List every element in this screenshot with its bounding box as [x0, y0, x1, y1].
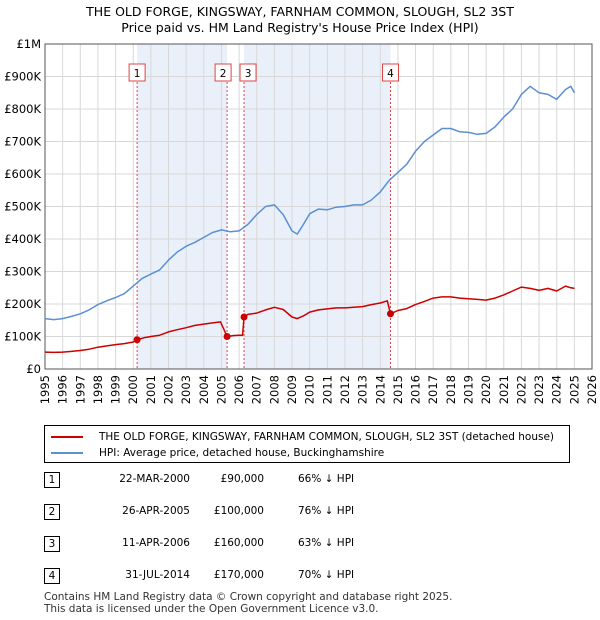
sale-number-box [128, 63, 146, 82]
x-tick-label: 2009 [285, 375, 299, 404]
legend-item-property: THE OLD FORGE, KINGSWAY, FARNHAM COMMON,… [51, 429, 554, 445]
x-tick-label: 2024 [550, 375, 564, 404]
transaction-date: 26-APR-2005 [122, 505, 190, 517]
x-tick-label: 1997 [73, 375, 87, 404]
footer-attribution: Contains HM Land Registry data © Crown c… [44, 591, 452, 615]
x-tick-label: 2004 [197, 375, 211, 404]
y-tick-label: £500K [4, 200, 41, 214]
x-tick-label: 2017 [426, 375, 440, 404]
x-tick-label: 2013 [356, 375, 370, 404]
sale-number-box [214, 63, 232, 82]
x-tick-label: 1995 [38, 375, 52, 404]
sale-number-box [239, 63, 257, 82]
price-chart: £0 £100K £200K £300K £400K £500K £600K £700K £80… [4, 37, 599, 404]
transaction-date: 11-APR-2006 [122, 537, 190, 549]
y-tick-label: £0 [26, 362, 41, 376]
table-row: 3 11-APR-2006 £160,000 63% ↓ HPI [44, 536, 584, 552]
legend-swatch-hpi [51, 452, 83, 454]
sale-number-box [381, 63, 399, 82]
x-tick-label: 2012 [338, 375, 352, 404]
transaction-price: £160,000 [213, 537, 264, 549]
chart-legend: THE OLD FORGE, KINGSWAY, FARNHAM COMMON,… [44, 425, 570, 463]
sale-point [386, 310, 394, 318]
x-tick-label: 2021 [497, 375, 511, 404]
transaction-number: 4 [44, 568, 60, 584]
y-tick-label: £800K [4, 102, 41, 116]
x-tick-label: 2023 [532, 375, 546, 404]
x-tick-label: 1998 [91, 375, 105, 404]
transaction-hpi-diff: 63% ↓ HPI [298, 537, 355, 549]
x-tick-label: 2003 [179, 375, 193, 404]
y-tick-label: £900K [4, 70, 41, 84]
sale-point [223, 333, 231, 340]
transaction-number: 1 [44, 472, 60, 488]
transaction-hpi-diff: 76% ↓ HPI [298, 505, 355, 517]
x-tick-label: 2018 [444, 375, 458, 404]
x-tick-label: 1999 [109, 375, 123, 404]
y-tick-label: £200K [4, 297, 41, 311]
footer-line-2: This data is licensed under the Open Gov… [44, 603, 379, 615]
x-tick-label: 2002 [162, 375, 176, 404]
legend-item-hpi: HPI: Average price, detached house, Buck… [51, 445, 384, 461]
x-tick-label: 2016 [409, 375, 423, 404]
transaction-price: £100,000 [213, 505, 264, 517]
sale-number-label: 4 [387, 68, 394, 80]
sale-number-label: 3 [245, 68, 252, 80]
hpi-series-line [44, 85, 576, 321]
transaction-hpi-diff: 70% ↓ HPI [298, 569, 355, 581]
x-tick-label: 2001 [144, 375, 158, 404]
x-tick-label: 2025 [567, 375, 581, 404]
y-tick-label: £1M [16, 37, 41, 51]
legend-swatch-property [51, 436, 83, 438]
chart-subtitle: Price paid vs. HM Land Registry's House … [121, 20, 479, 35]
y-tick-label: £400K [4, 232, 41, 246]
x-tick-label: 2000 [126, 375, 140, 404]
x-tick-label: 2007 [250, 375, 264, 404]
x-tick-label: 2022 [514, 375, 528, 404]
x-tick-label: 2006 [232, 375, 246, 404]
x-tick-label: 1996 [56, 375, 70, 404]
transaction-price: £170,000 [213, 569, 264, 581]
x-tick-label: 2014 [373, 375, 387, 404]
x-tick-label: 2015 [391, 375, 405, 404]
legend-label-hpi: HPI: Average price, detached house, Buck… [99, 447, 385, 459]
transaction-date: 31-JUL-2014 [125, 569, 190, 581]
sale-number-label: 2 [220, 68, 227, 80]
transaction-number: 2 [44, 504, 60, 520]
y-tick-label: £700K [4, 135, 41, 149]
transaction-hpi-diff: 66% ↓ HPI [298, 473, 355, 485]
transaction-number: 3 [44, 536, 60, 552]
x-tick-label: 2008 [267, 375, 281, 404]
x-tick-label: 2019 [461, 375, 475, 404]
table-row: 2 26-APR-2005 £100,000 76% ↓ HPI [44, 504, 584, 520]
x-tick-label: 2011 [320, 375, 334, 404]
y-tick-label: £300K [4, 265, 41, 279]
x-tick-label: 2005 [214, 375, 228, 404]
chart-title: THE OLD FORGE, KINGSWAY, FARNHAM COMMON,… [86, 4, 514, 19]
table-row: 4 31-JUL-2014 £170,000 70% ↓ HPI [44, 568, 584, 584]
legend-label-property: THE OLD FORGE, KINGSWAY, FARNHAM COMMON,… [99, 431, 555, 443]
sale-point [133, 336, 141, 344]
transaction-date: 22-MAR-2000 [119, 473, 190, 485]
sale-point [240, 313, 248, 321]
x-tick-label: 2020 [479, 375, 493, 404]
x-tick-label: 2026 [585, 375, 599, 404]
plot-frame [44, 43, 593, 370]
y-tick-label: £600K [4, 167, 41, 181]
footer-line-1: Contains HM Land Registry data © Crown c… [44, 591, 453, 603]
table-row: 1 22-MAR-2000 £90,000 66% ↓ HPI [44, 472, 584, 488]
sale-number-label: 1 [134, 68, 141, 80]
x-tick-label: 2010 [303, 375, 317, 404]
y-tick-label: £100K [4, 330, 41, 344]
transaction-price: £90,000 [220, 473, 264, 485]
